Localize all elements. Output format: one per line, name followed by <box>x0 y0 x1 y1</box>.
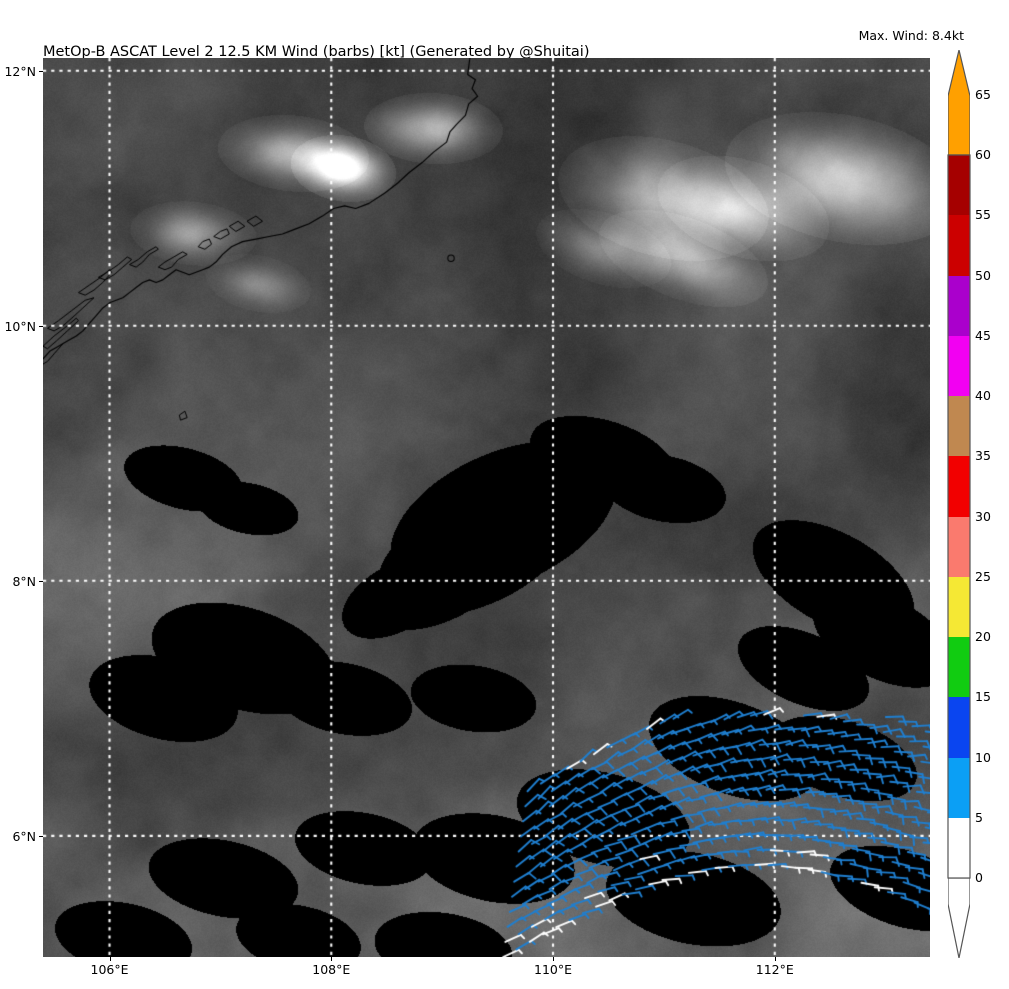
colorbar-tick-label-55: 55 <box>975 207 991 223</box>
y-axis-tickmark-1 <box>39 325 43 327</box>
x-axis-tick-label-1: 108°E <box>312 962 351 977</box>
y-axis-tick-label-1: 10°N <box>4 318 36 334</box>
y-axis-tick-label-2: 8°N <box>12 573 36 589</box>
colorbar-band-50-55 <box>948 215 970 276</box>
y-axis-tick-label-3: 6°N <box>12 828 36 844</box>
x-axis-tickmark-2 <box>553 957 555 961</box>
x-axis-tickmark-0 <box>109 957 111 961</box>
colorbar-band-15-20 <box>948 637 970 698</box>
colorbar-band-25-30 <box>948 516 970 577</box>
colorbar-tick-label-25: 25 <box>975 568 991 584</box>
x-axis-tickmark-3 <box>774 957 776 961</box>
satellite-imagery-canvas <box>43 58 930 957</box>
colorbar-tick-label-20: 20 <box>975 629 991 644</box>
colorbar-tick-label-10: 10 <box>975 749 991 765</box>
colorbar-tick-label-30: 30 <box>975 508 991 524</box>
colorbar[interactable] <box>948 155 970 878</box>
colorbar-band-10-15 <box>948 697 970 758</box>
x-axis-tick-label-0: 106°E <box>90 962 129 977</box>
title-line-1: MetOp-B ASCAT Level 2 12.5 KM Wind (barb… <box>43 44 590 60</box>
colorbar-over-arrow <box>947 49 971 156</box>
colorbar-tick-label-50: 50 <box>975 267 991 283</box>
colorbar-tick-label-0: 0 <box>975 870 983 885</box>
colorbar-band-5-10 <box>948 757 970 818</box>
colorbar-band-40-45 <box>948 335 970 396</box>
x-axis-tick-label-2: 110°E <box>534 962 573 977</box>
colorbar-band-20-25 <box>948 576 970 637</box>
colorbar-tick-label-40: 40 <box>975 388 991 403</box>
colorbar-band-0-5 <box>948 817 970 878</box>
max-wind-label: Max. Wind: 8.4kt <box>858 28 964 43</box>
satellite-map[interactable] <box>43 58 930 957</box>
y-axis-tick-label-0: 12°N <box>4 63 36 79</box>
colorbar-under-arrow <box>947 877 971 959</box>
colorbar-tick-label-5: 5 <box>975 809 983 825</box>
colorbar-tick-label-45: 45 <box>975 327 991 343</box>
x-axis-tickmark-1 <box>331 957 333 961</box>
y-axis-tickmark-3 <box>39 835 43 837</box>
colorbar-tick-label-65: 65 <box>975 86 991 102</box>
x-axis-tick-label-3: 112°E <box>755 962 794 977</box>
colorbar-tick-label-35: 35 <box>975 448 991 464</box>
colorbar-tick-label-15: 15 <box>975 689 991 705</box>
y-axis-tickmark-2 <box>39 580 43 582</box>
colorbar-band-30-35 <box>948 456 970 517</box>
colorbar-band-45-50 <box>948 275 970 336</box>
y-axis-tickmark-0 <box>39 70 43 72</box>
colorbar-band-35-40 <box>948 396 970 457</box>
colorbar-tick-label-60: 60 <box>975 147 991 162</box>
colorbar-band-55-60 <box>948 155 970 216</box>
